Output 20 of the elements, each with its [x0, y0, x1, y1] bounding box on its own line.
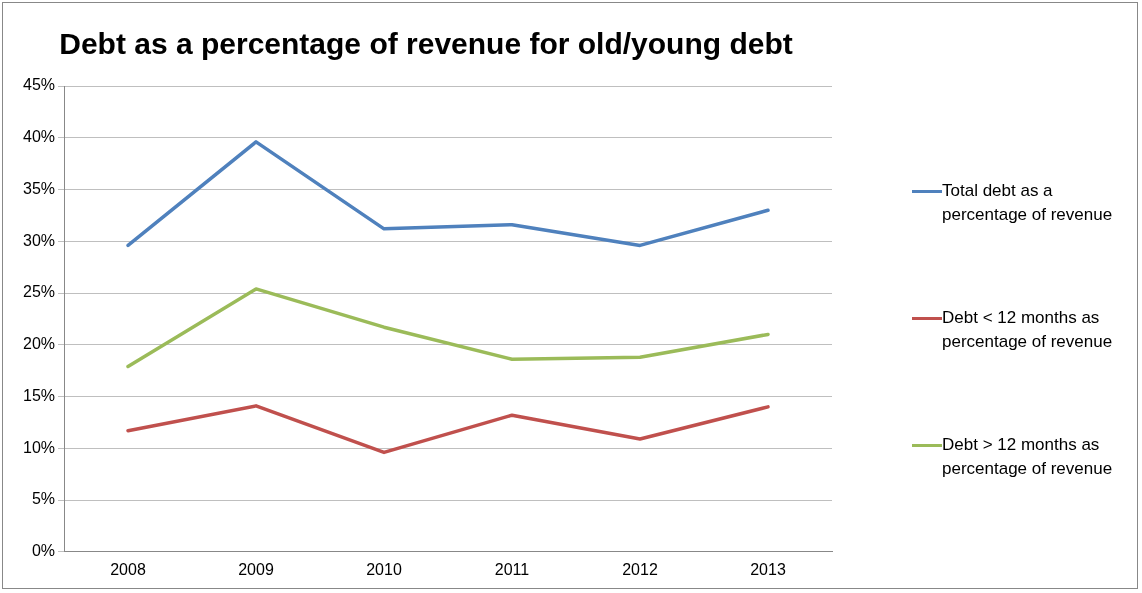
y-tick-label: 35% [22, 179, 56, 197]
y-tick-label: 30% [22, 231, 56, 249]
y-tick-label: 45% [22, 76, 56, 94]
legend-label: Debt < 12 months as percentage of revenue [942, 307, 1114, 353]
y-tick-label: 10% [22, 438, 56, 456]
x-tick-label: 2008 [110, 560, 146, 578]
y-tick-label: 25% [22, 283, 56, 301]
chart-title: Debt as a percentage of revenue for old/young debt [59, 27, 793, 61]
legend-label: Total debt as a percentage of revenue [942, 180, 1114, 227]
x-tick-label: 2011 [494, 560, 530, 578]
x-tick-label: 2012 [622, 560, 658, 578]
y-tick-label: 15% [22, 386, 56, 404]
y-tick-label: 0% [31, 542, 56, 560]
y-tick-label: 40% [22, 128, 56, 146]
y-tick-label: 5% [31, 490, 56, 508]
legend-label: Debt > 12 months as percentage of revenue [942, 433, 1114, 480]
x-tick-label: 2013 [750, 560, 786, 578]
y-tick-label: 20% [22, 335, 56, 353]
x-tick-label: 2010 [366, 560, 402, 578]
x-tick-label: 2009 [238, 560, 274, 578]
